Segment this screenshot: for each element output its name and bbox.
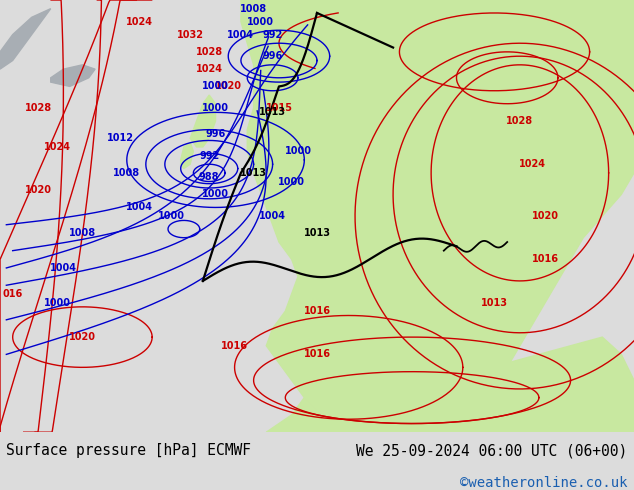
Text: 1015: 1015 <box>266 103 292 113</box>
Text: 988: 988 <box>199 172 219 182</box>
Text: 1004: 1004 <box>259 211 286 221</box>
Text: We 25-09-2024 06:00 UTC (06+00): We 25-09-2024 06:00 UTC (06+00) <box>356 443 628 458</box>
Text: 1000: 1000 <box>202 81 229 92</box>
Text: 1004: 1004 <box>50 263 77 273</box>
Polygon shape <box>51 65 95 86</box>
Text: 992: 992 <box>199 150 219 161</box>
Text: 1032: 1032 <box>177 29 204 40</box>
Text: 1024: 1024 <box>519 159 546 169</box>
Text: 1000: 1000 <box>44 297 70 308</box>
Text: 1008: 1008 <box>113 168 140 178</box>
Text: 1000: 1000 <box>158 211 184 221</box>
Text: 1020: 1020 <box>69 332 96 342</box>
Polygon shape <box>266 337 634 432</box>
Text: 1020: 1020 <box>215 81 242 92</box>
Text: 996: 996 <box>262 51 283 61</box>
Text: 1000: 1000 <box>202 103 229 113</box>
Text: 1028: 1028 <box>25 103 51 113</box>
Text: 1024: 1024 <box>196 64 223 74</box>
Text: 1012: 1012 <box>107 133 134 143</box>
Polygon shape <box>241 0 634 415</box>
Text: 1008: 1008 <box>69 228 96 238</box>
Text: 996: 996 <box>205 129 226 139</box>
Text: ©weatheronline.co.uk: ©weatheronline.co.uk <box>460 476 628 490</box>
Text: 992: 992 <box>262 29 283 40</box>
Polygon shape <box>241 0 355 60</box>
Text: 1016: 1016 <box>221 341 248 351</box>
Text: 1004: 1004 <box>228 29 254 40</box>
Text: 016: 016 <box>3 289 23 299</box>
Text: 1028: 1028 <box>507 116 533 126</box>
Text: 1016: 1016 <box>304 306 330 316</box>
Text: 1000: 1000 <box>202 190 229 199</box>
Text: 1016: 1016 <box>532 254 559 264</box>
Text: 1024: 1024 <box>44 142 70 152</box>
Text: 1028: 1028 <box>196 47 223 57</box>
Text: 1004: 1004 <box>126 202 153 213</box>
Text: 1013: 1013 <box>259 107 286 118</box>
Polygon shape <box>0 9 51 69</box>
Text: 1000: 1000 <box>278 176 305 187</box>
Text: 1008: 1008 <box>240 3 267 14</box>
Text: 1000: 1000 <box>285 146 311 156</box>
Polygon shape <box>181 143 193 169</box>
Text: 1013: 1013 <box>481 297 508 308</box>
Text: 1013: 1013 <box>304 228 330 238</box>
Text: 1024: 1024 <box>126 17 153 26</box>
Text: 1013: 1013 <box>240 168 267 178</box>
Text: 1020: 1020 <box>532 211 559 221</box>
Polygon shape <box>190 95 216 147</box>
Text: 1020: 1020 <box>25 185 51 195</box>
Text: 1016: 1016 <box>304 349 330 359</box>
Text: 1000: 1000 <box>247 17 273 26</box>
Text: Surface pressure [hPa] ECMWF: Surface pressure [hPa] ECMWF <box>6 443 251 458</box>
